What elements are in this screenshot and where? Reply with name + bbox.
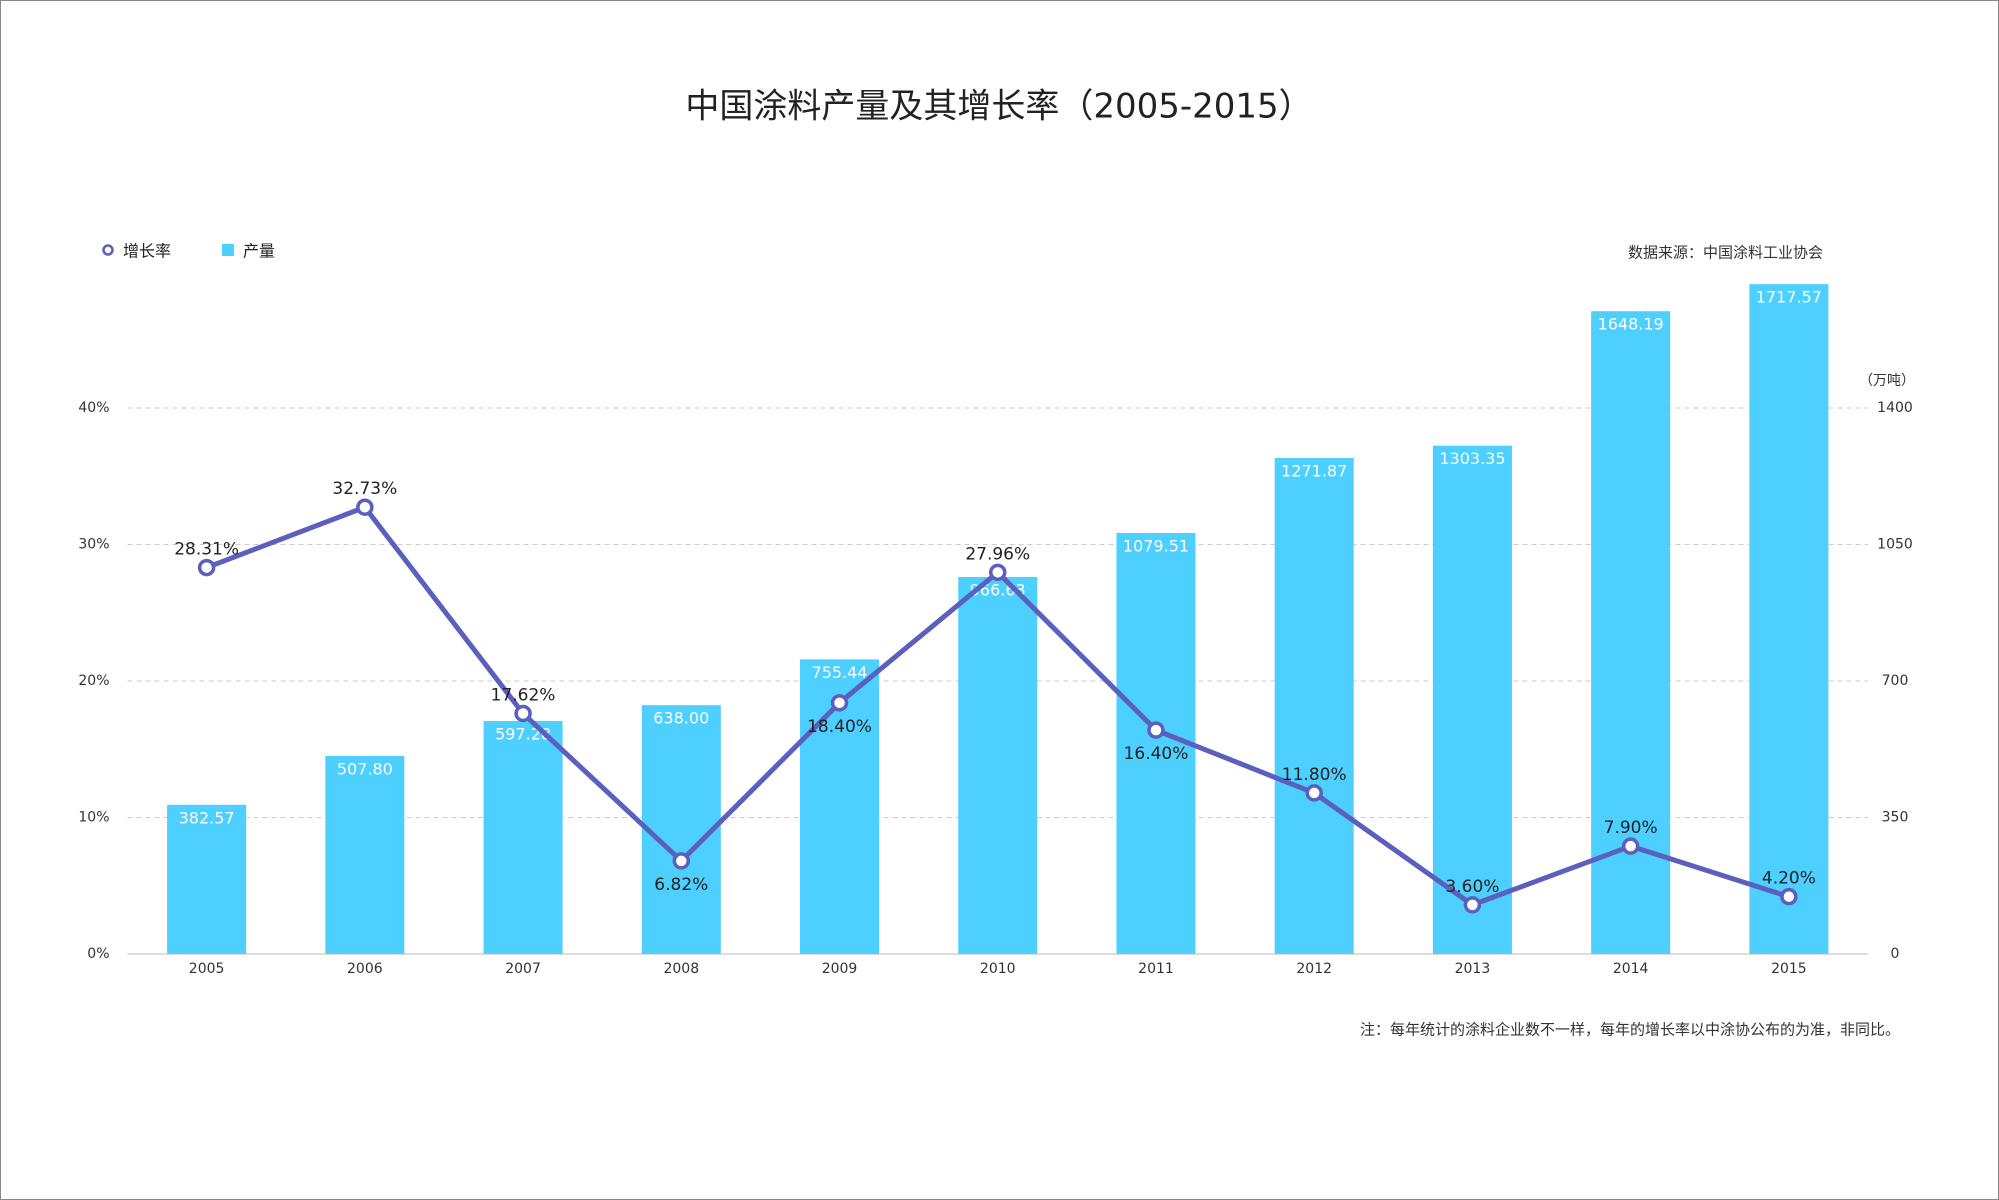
- line-marker: [197, 558, 216, 577]
- bar-label: 638.00: [653, 709, 709, 728]
- bar: [1116, 532, 1196, 954]
- line-label: 27.96%: [965, 544, 1030, 564]
- line-marker: [514, 704, 532, 723]
- y2-tick-label: 350: [1882, 810, 1909, 826]
- bar-label: 1648.19: [1598, 315, 1664, 334]
- x-tick-label: 2005: [189, 961, 225, 977]
- y2-tick-label: 0: [1891, 946, 1900, 962]
- line-label: 32.73%: [332, 479, 397, 499]
- legend-marker: [222, 244, 234, 256]
- line-marker: [1780, 887, 1798, 906]
- bar: [1749, 284, 1829, 954]
- x-tick-label: 2015: [1771, 961, 1807, 977]
- line-label: 17.62%: [491, 685, 556, 705]
- note: 注：每年统计的涂料企业数不一样，每年的增长率以中涂协公布的为准，非同比。: [1360, 1021, 1900, 1039]
- line-marker: [356, 498, 374, 516]
- bar-label: 507.80: [337, 759, 393, 778]
- line-label: 16.40%: [1124, 744, 1189, 764]
- x-tick-label: 2010: [980, 961, 1016, 977]
- x-tick-label: 2006: [347, 961, 383, 977]
- legend-label: 增长率: [123, 242, 171, 261]
- y-tick-label: 10%: [78, 810, 109, 826]
- line-label: 11.80%: [1282, 765, 1347, 785]
- line-label: 28.31%: [174, 540, 239, 560]
- bar: [1274, 457, 1354, 954]
- line-marker: [672, 852, 691, 870]
- y2-axis-label: （万吨）: [1859, 373, 1915, 389]
- line-label: 7.90%: [1604, 818, 1658, 838]
- bar-label: 382.57: [179, 808, 235, 827]
- bar: [958, 577, 1038, 954]
- x-tick-label: 2011: [1138, 961, 1174, 977]
- bar-label: 755.44: [812, 663, 868, 682]
- bar-label: 1271.87: [1281, 461, 1347, 480]
- source: 数据来源：中国涂料工业协会: [1628, 244, 1823, 262]
- y2-tick-label: 1050: [1877, 537, 1913, 553]
- line-marker: [1147, 721, 1165, 739]
- y2-tick-label: 700: [1882, 673, 1909, 689]
- x-tick-label: 2009: [822, 961, 858, 977]
- bar: [167, 804, 247, 954]
- bar-label: 1079.51: [1123, 536, 1189, 555]
- y-tick-label: 0%: [87, 946, 109, 962]
- bar: [483, 721, 563, 954]
- line-marker: [1463, 896, 1482, 914]
- line-marker: [1621, 837, 1640, 855]
- line-label: 6.82%: [654, 875, 708, 895]
- x-tick-label: 2012: [1296, 961, 1332, 977]
- line-marker: [1305, 784, 1323, 802]
- line-marker: [989, 563, 1007, 582]
- chart-title: 中国涂料产量及其增长率（2005-2015）: [685, 87, 1312, 127]
- bar: [325, 755, 405, 954]
- x-tick-label: 2013: [1455, 961, 1491, 977]
- x-tick-label: 2008: [663, 961, 699, 977]
- line-label: 3.60%: [1445, 877, 1499, 897]
- x-tick-label: 2007: [505, 961, 541, 977]
- line-marker: [830, 694, 849, 712]
- bar: [641, 705, 721, 954]
- line-label: 18.40%: [807, 717, 872, 737]
- bar-label: 1717.57: [1756, 288, 1822, 307]
- legend-marker: [102, 244, 114, 256]
- y2-tick-label: 1400: [1877, 400, 1913, 416]
- line-label: 4.20%: [1762, 869, 1816, 889]
- y-tick-label: 20%: [78, 673, 109, 689]
- y-tick-label: 40%: [78, 400, 109, 416]
- y-tick-label: 30%: [78, 537, 109, 553]
- x-tick-label: 2014: [1613, 961, 1649, 977]
- legend-label: 产量: [243, 242, 275, 261]
- bar: [1432, 445, 1512, 954]
- bar-label: 1303.35: [1439, 449, 1505, 468]
